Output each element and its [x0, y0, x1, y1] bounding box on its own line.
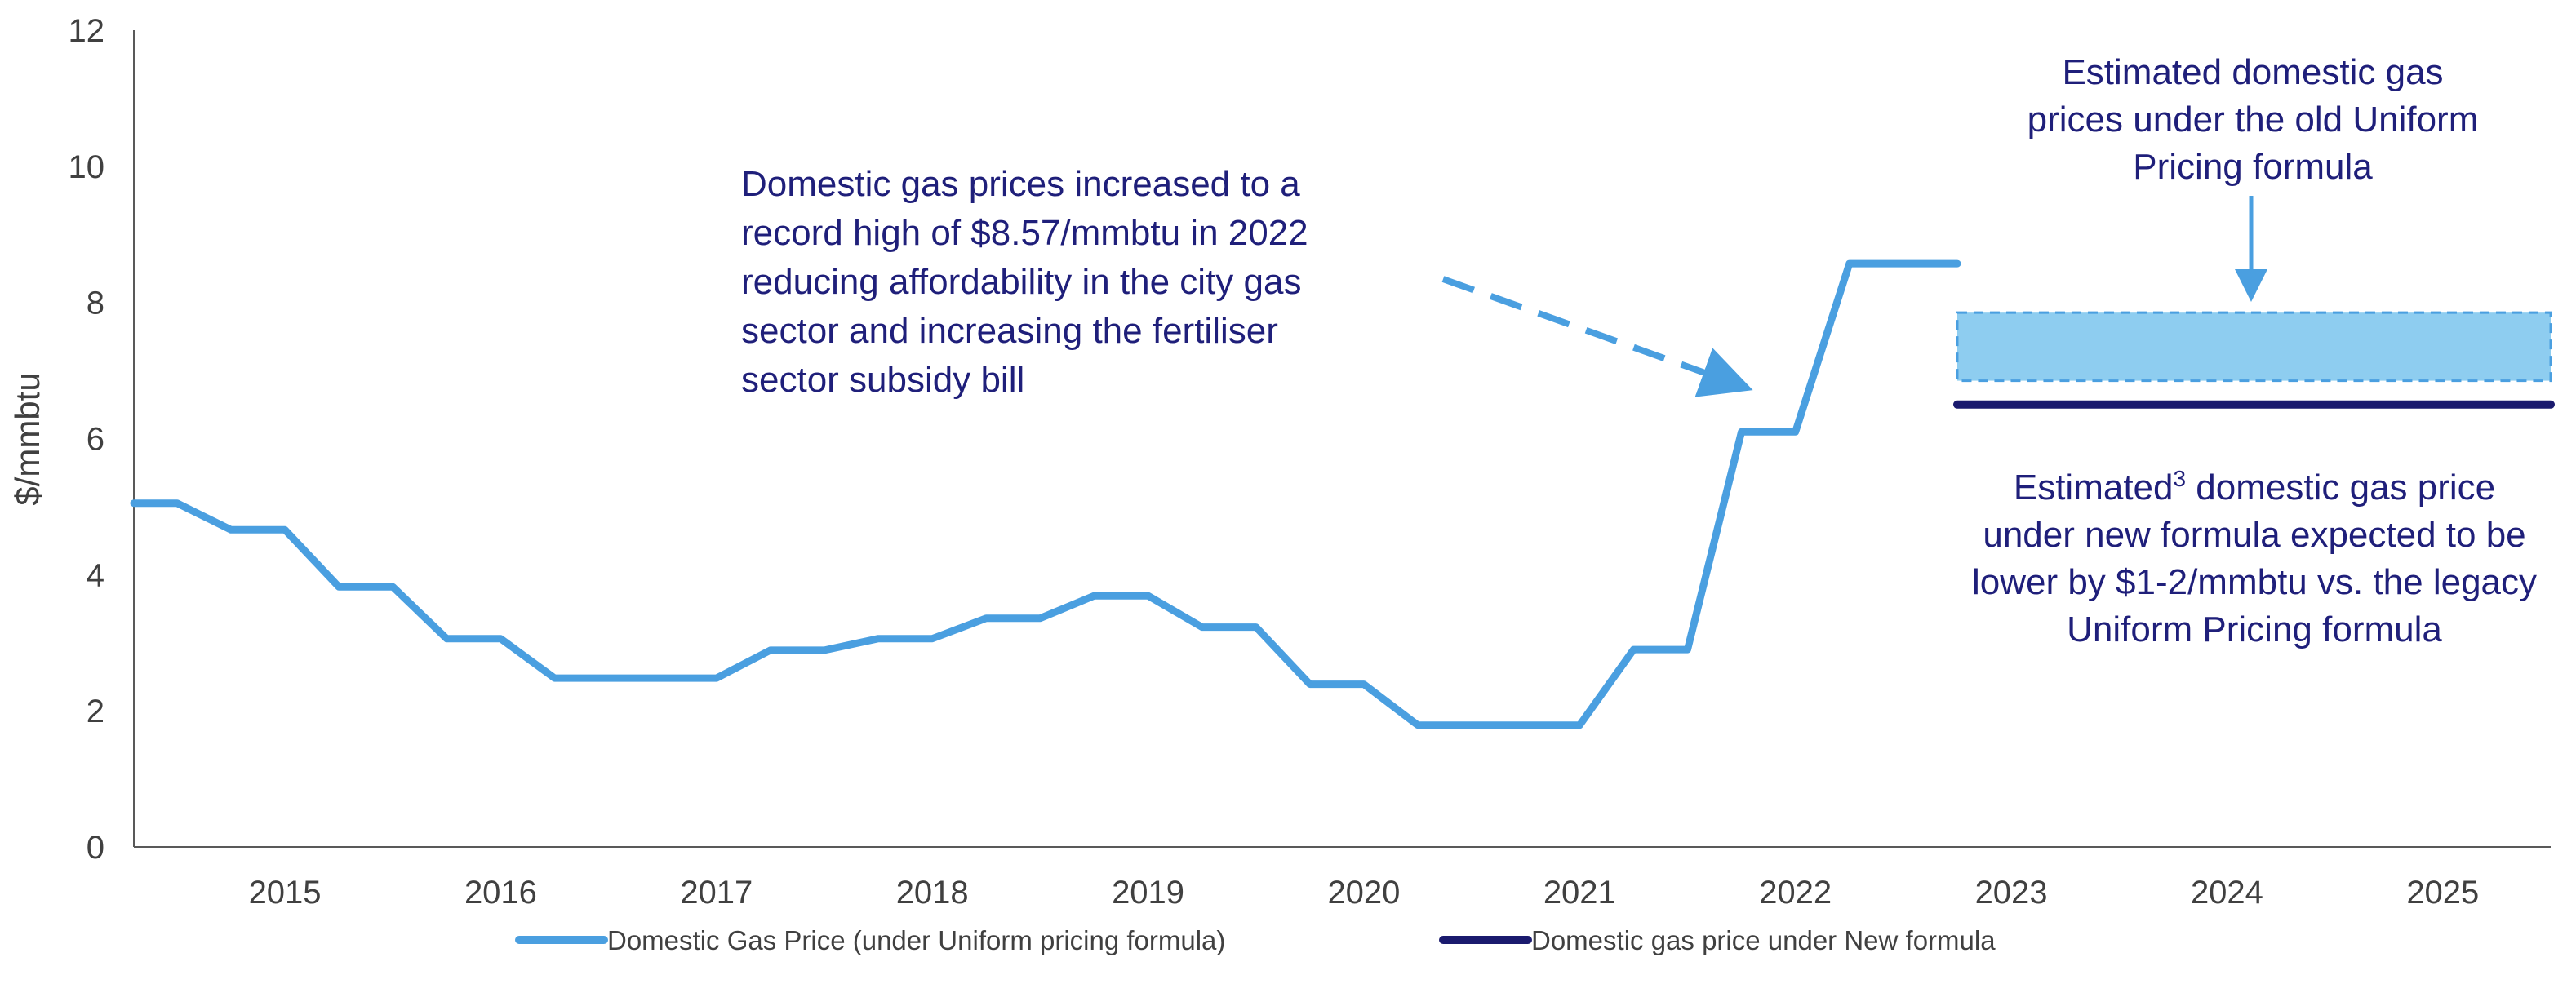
y-tick-label: 12	[69, 13, 105, 49]
x-tick-label: 2020	[1327, 875, 1400, 911]
record-high-annotation: Domestic gas prices increased to a record…	[741, 164, 1308, 400]
record-high-arrow	[1441, 276, 1753, 397]
x-tick-label: 2023	[1975, 875, 2048, 911]
legend: Domestic Gas Price (under Uniform pricin…	[515, 925, 1996, 955]
old-formula-annotation-line: Pricing formula	[2133, 147, 2373, 187]
new-formula-annotation-line: Uniform Pricing formula	[2067, 609, 2442, 649]
estimated-old-formula-band	[1956, 311, 2552, 383]
new-formula-annotation: Estimated3 domestic gas price under new f…	[1972, 466, 2537, 649]
record-high-annotation-line: sector and increasing the fertiliser	[741, 311, 1278, 351]
x-tick-label: 2017	[680, 875, 753, 911]
x-axis-ticks: 2015 2016 2017 2018 2019 2020 2021 2022 2023 2024…	[249, 875, 2480, 911]
old-formula-annotation: Estimated domestic gas prices under the o…	[2027, 52, 2479, 187]
record-high-annotation-line: reducing affordability in the city gas	[741, 262, 1301, 302]
x-tick-label: 2019	[1112, 875, 1184, 911]
y-axis-ticks: 0 2 4 6 8 10 12	[69, 13, 105, 866]
axes	[133, 30, 2551, 848]
x-tick-label: 2016	[464, 875, 537, 911]
legend-new-formula: Domestic gas price under New formula	[1439, 925, 1996, 955]
x-tick-label: 2018	[896, 875, 969, 911]
y-tick-label: 8	[87, 286, 104, 321]
record-high-annotation-line: Domestic gas prices increased to a	[741, 164, 1300, 204]
new-formula-annotation-line: Estimated3 domestic gas price	[2014, 466, 2495, 508]
y-tick-label: 0	[87, 830, 104, 866]
x-tick-label: 2025	[2406, 875, 2479, 911]
old-formula-range-band	[1956, 311, 2552, 383]
series-lines	[130, 259, 2555, 729]
y-tick-label: 10	[69, 149, 105, 185]
annotation-arrows	[1441, 196, 2267, 397]
annotations: Domestic gas prices increased to a record…	[741, 52, 2537, 649]
x-tick-label: 2021	[1543, 875, 1616, 911]
uniform-pricing-line	[130, 259, 1961, 729]
y-tick-label: 2	[87, 694, 104, 729]
legend-label: Domestic gas price under New formula	[1531, 925, 1996, 955]
x-tick-label: 2015	[249, 875, 322, 911]
y-tick-label: 6	[87, 422, 104, 458]
new-formula-annotation-line: lower by $1-2/mmbtu vs. the legacy	[1972, 562, 2537, 602]
legend-label: Domestic Gas Price (under Uniform pricin…	[607, 925, 1225, 955]
record-high-annotation-line: sector subsidy bill	[741, 360, 1024, 400]
legend-uniform: Domestic Gas Price (under Uniform pricin…	[515, 925, 1225, 955]
old-formula-annotation-line: Estimated domestic gas	[2062, 52, 2443, 92]
old-formula-annotation-line: prices under the old Uniform	[2027, 100, 2479, 140]
x-tick-label: 2024	[2191, 875, 2263, 911]
new-formula-annotation-line: under new formula expected to be	[1983, 515, 2525, 555]
x-tick-label: 2022	[1759, 875, 1832, 911]
y-axis-label: $/mmbtu	[8, 372, 47, 505]
record-high-annotation-line: record high of $8.57/mmbtu in 2022	[741, 213, 1308, 253]
y-tick-label: 4	[87, 557, 104, 593]
